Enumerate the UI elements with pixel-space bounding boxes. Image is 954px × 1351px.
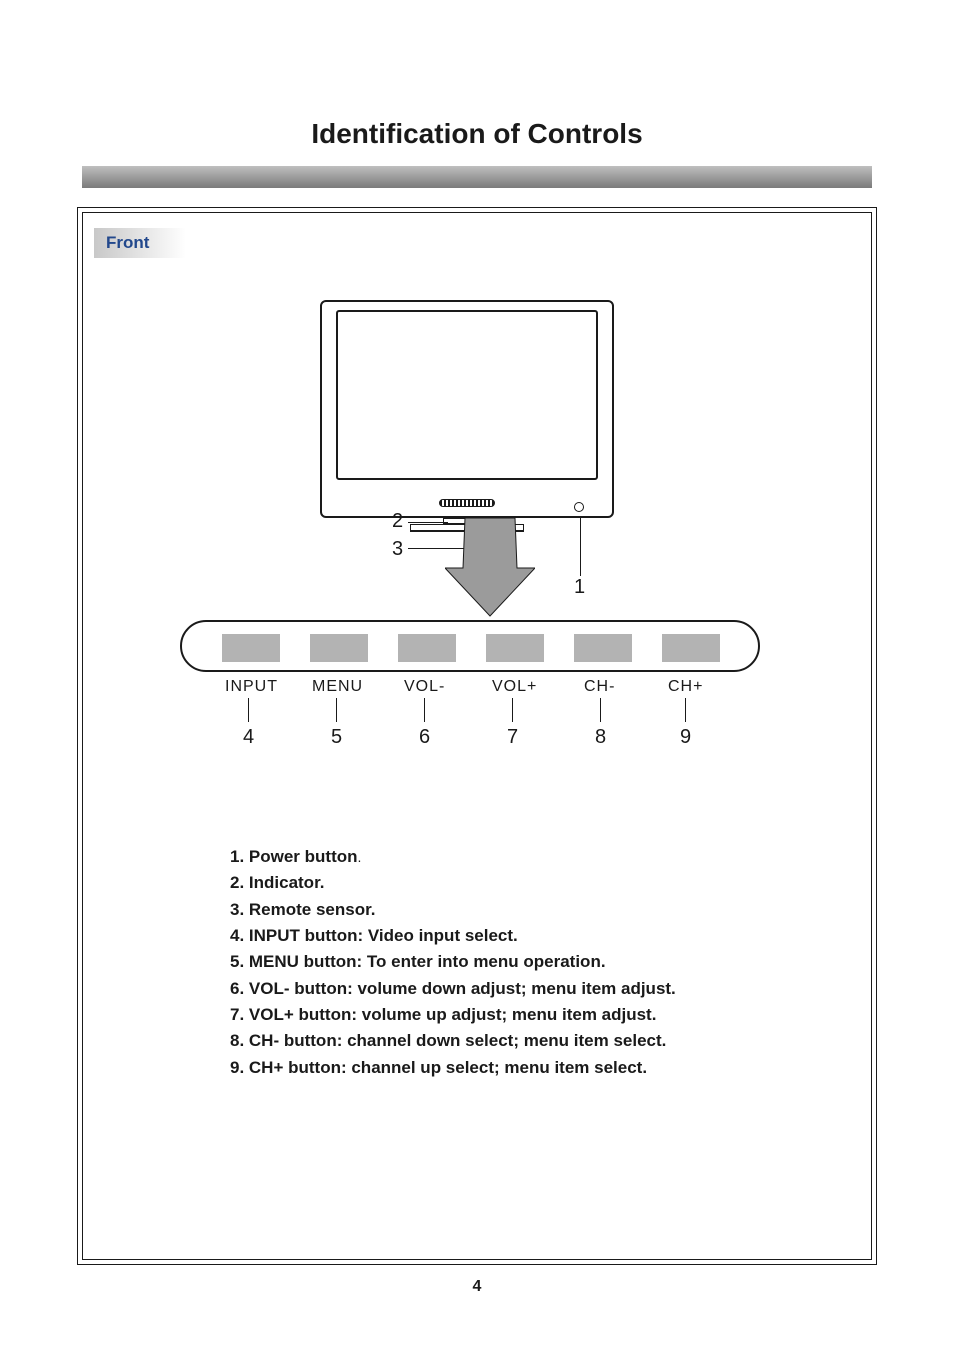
callout-line — [408, 522, 448, 523]
callout-line — [580, 516, 581, 576]
callout-line — [424, 698, 425, 722]
callout-num-4: 4 — [243, 726, 254, 749]
callout-num-2: 2 — [392, 510, 403, 533]
callout-num-8: 8 — [595, 726, 606, 749]
btn-label-ch-plus: CH+ — [668, 678, 703, 696]
button-strip-outline — [180, 620, 760, 672]
strip-btn — [486, 634, 544, 662]
callout-line — [600, 698, 601, 722]
callout-num-5: 5 — [331, 726, 342, 749]
btn-label-ch-minus: CH- — [584, 678, 615, 696]
btn-label-input: INPUT — [225, 678, 278, 696]
desc-item: 1. Power button. — [230, 844, 676, 870]
btn-label-menu: MENU — [312, 678, 363, 696]
desc-item: 2. Indicator. — [230, 870, 676, 896]
desc-item: 3. Remote sensor. — [230, 897, 676, 923]
desc-item: 4. INPUT button: Video input select. — [230, 923, 676, 949]
section-tab-front: Front — [94, 228, 186, 258]
page-title: Identification of Controls — [0, 118, 954, 150]
zoom-arrow-icon — [445, 518, 535, 618]
desc-item: 9. CH+ button: channel up select; menu i… — [230, 1055, 676, 1081]
callout-num-7: 7 — [507, 726, 518, 749]
strip-btn — [398, 634, 456, 662]
desc-item: 6. VOL- button: volume down adjust; menu… — [230, 976, 676, 1002]
callout-line — [336, 698, 337, 722]
monitor-screen — [336, 310, 598, 480]
speaker-grille — [439, 499, 495, 507]
callout-num-3: 3 — [392, 538, 403, 561]
strip-btn — [310, 634, 368, 662]
callout-num-9: 9 — [680, 726, 691, 749]
control-descriptions: 1. Power button. 2. Indicator. 3. Remote… — [230, 844, 676, 1081]
power-button-icon — [574, 502, 584, 512]
title-underline-bar — [82, 166, 872, 188]
callout-num-6: 6 — [419, 726, 430, 749]
desc-item: 7. VOL+ button: volume up adjust; menu i… — [230, 1002, 676, 1028]
btn-label-vol-plus: VOL+ — [492, 678, 537, 696]
monitor-outline — [320, 300, 614, 518]
front-diagram: 2 3 1 INPUT MENU VOL- VOL+ CH- CH+ 4 5 6… — [170, 300, 770, 760]
strip-btn — [662, 634, 720, 662]
callout-line — [248, 698, 249, 722]
desc-item: 8. CH- button: channel down select; menu… — [230, 1028, 676, 1054]
strip-btn — [574, 634, 632, 662]
callout-line — [685, 698, 686, 722]
strip-btn — [222, 634, 280, 662]
monitor-bezel — [332, 492, 602, 514]
callout-line — [512, 698, 513, 722]
page-number: 4 — [0, 1278, 954, 1296]
callout-num-1: 1 — [574, 576, 585, 599]
desc-item: 5. MENU button: To enter into menu opera… — [230, 949, 676, 975]
btn-label-vol-minus: VOL- — [404, 678, 445, 696]
